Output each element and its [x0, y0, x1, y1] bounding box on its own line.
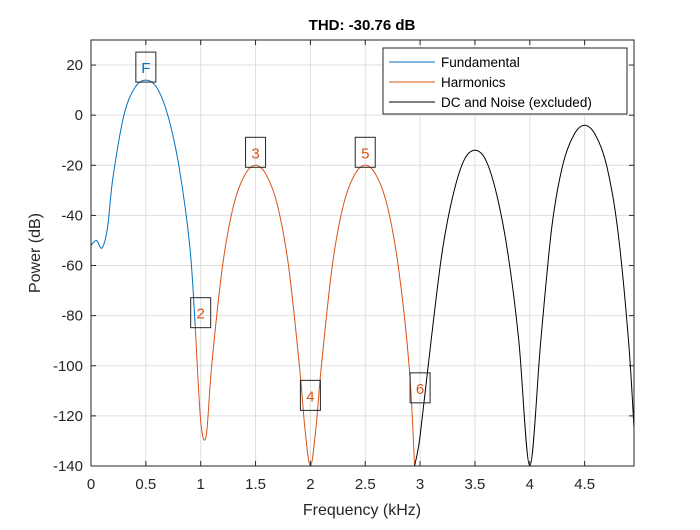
annotation-2: 2	[190, 297, 212, 329]
y-tick-label: -140	[53, 458, 83, 475]
grid	[90, 40, 634, 467]
series-line-dc	[414, 124, 634, 466]
legend-label: Fundamental	[441, 55, 520, 70]
x-tick-label: 3	[416, 476, 424, 493]
annotation-5: 5	[354, 136, 376, 168]
annotation-box	[409, 372, 431, 404]
y-axis-label: Power (dB)	[27, 213, 44, 293]
y-tick-label: -40	[61, 207, 83, 224]
annotation-6: 6	[409, 372, 431, 404]
x-tick-label: 2	[306, 476, 314, 493]
annotation-label: 5	[361, 145, 369, 162]
annotation-3: 3	[245, 136, 267, 168]
y-tick-label: -100	[53, 358, 83, 375]
annotation-F: F	[135, 51, 157, 83]
annotation-box	[354, 136, 376, 168]
x-tick-label: 1.5	[245, 476, 266, 493]
y-tick-label: -60	[61, 258, 83, 275]
annotation-label: 4	[306, 388, 314, 405]
annotation-label: 6	[416, 381, 424, 398]
legend: Fundamental Harmonics DC and Noise (exclud…	[382, 47, 628, 115]
x-tick-label: 0	[87, 476, 95, 493]
chart-title: THD: -30.76 dB	[309, 17, 416, 34]
y-tick-label: 20	[66, 57, 83, 74]
series-line-fundamental	[91, 79, 196, 326]
annotation-4: 4	[299, 379, 321, 411]
ticks	[90, 40, 634, 467]
annotation-label: F	[141, 60, 150, 77]
y-tick-label: -80	[61, 308, 83, 325]
x-tick-label: 4.5	[574, 476, 595, 493]
annotation-box	[190, 297, 212, 329]
legend-label: Harmonics	[441, 75, 506, 90]
y-tick-label: 0	[75, 107, 83, 124]
y-tick-label: -20	[61, 157, 83, 174]
x-axis-label: Frequency (kHz)	[303, 502, 421, 519]
annotation-label: 3	[251, 145, 259, 162]
x-tick-label: 2.5	[355, 476, 376, 493]
x-tick-label: 4	[526, 476, 534, 493]
annotation-box	[135, 51, 157, 83]
x-tick-label: 1	[197, 476, 205, 493]
axes-box	[90, 39, 635, 467]
annotation-box	[299, 379, 321, 411]
tick-labels: 0 0.5 1 1.5 2 2.5 3 3.5 4 4.5 -140 -120 -100 -80 -60 -4…	[53, 57, 595, 493]
legend-box	[382, 47, 628, 115]
annotation-layer: F 2 3 4 5 6	[135, 51, 431, 411]
series-line-harmonics	[194, 164, 416, 466]
x-tick-label: 0.5	[135, 476, 156, 493]
x-tick-label: 3.5	[465, 476, 486, 493]
annotation-box	[245, 136, 267, 168]
series-layer	[91, 79, 634, 466]
annotation-label: 2	[197, 306, 205, 323]
y-tick-label: -120	[53, 408, 83, 425]
legend-label: DC and Noise (excluded)	[441, 95, 592, 110]
